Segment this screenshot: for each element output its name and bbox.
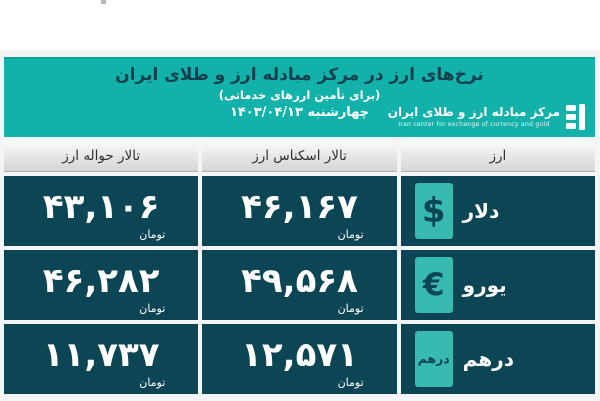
row-dollar-currency: $ دلار bbox=[400, 176, 595, 246]
icc-logo-name-en: Iran center for exchange of currency and… bbox=[398, 121, 550, 129]
currency-label: درهم bbox=[462, 347, 514, 371]
window-artifact bbox=[101, 0, 106, 4]
icc-logo-text: مرکز مبادله ارز و طلای ایران Iran center… bbox=[387, 104, 560, 129]
rate-value: ۱۱,۷۳۷ bbox=[42, 335, 160, 375]
row-dollar-banknote-rate: ۴۶,۱۶۷ تومان bbox=[202, 176, 397, 246]
unit-label: تومان bbox=[337, 376, 364, 389]
row-euro-remittance-rate: ۴۶,۲۸۲ تومان bbox=[4, 250, 199, 320]
unit-label: تومان bbox=[337, 228, 364, 241]
col-header-remittance-hall: تالار حواله ارز bbox=[4, 141, 199, 172]
rate-value: ۴۶,۱۶۷ bbox=[241, 187, 358, 227]
row-euro-banknote-rate: ۴۹,۵۶۸ تومان bbox=[202, 250, 397, 320]
unit-label: تومان bbox=[139, 228, 166, 241]
icc-logo-name-fa: مرکز مبادله ارز و طلای ایران bbox=[387, 104, 560, 119]
dirham-icon: درهم bbox=[414, 331, 453, 387]
page-subtitle: (برای تأمین ارزهای خدماتی) bbox=[218, 88, 381, 103]
exchange-rates-card: نرخ‌های ارز در مرکز مبادله ارز و طلای ای… bbox=[4, 57, 595, 394]
currency-label: دلار bbox=[462, 199, 500, 223]
unit-label: تومان bbox=[139, 376, 166, 389]
currency-label: یورو bbox=[462, 273, 507, 297]
rate-value: ۱۲,۵۷۱ bbox=[241, 335, 358, 375]
unit-label: تومان bbox=[337, 302, 364, 315]
row-dirham-banknote-rate: ۱۲,۵۷۱ تومان bbox=[202, 324, 397, 394]
dollar-icon: $ bbox=[414, 183, 453, 239]
unit-label: تومان bbox=[139, 302, 166, 315]
col-header-currency: ارز bbox=[400, 141, 595, 172]
icc-logo: مرکز مبادله ارز و طلای ایران Iran center… bbox=[388, 104, 585, 130]
row-euro-currency: € یورو bbox=[400, 250, 595, 320]
row-dollar-remittance-rate: ۴۳,۱۰۶ تومان bbox=[4, 176, 199, 246]
rate-value: ۴۶,۲۸۲ bbox=[42, 261, 160, 301]
rate-value: ۴۹,۵۶۸ bbox=[241, 261, 358, 301]
row-dirham-remittance-rate: ۱۱,۷۳۷ تومان bbox=[4, 324, 199, 394]
rate-value: ۴۳,۱۰۶ bbox=[42, 187, 160, 227]
page-title: نرخ‌های ارز در مرکز مبادله ارز و طلای ای… bbox=[115, 65, 484, 85]
col-header-banknote-hall: تالار اسکناس ارز bbox=[202, 141, 397, 172]
banner: نرخ‌های ارز در مرکز مبادله ارز و طلای ای… bbox=[4, 57, 595, 137]
euro-icon: € bbox=[414, 257, 453, 313]
row-dirham-currency: درهم درهم bbox=[400, 324, 595, 394]
date-label: چهارشنبه ۱۴۰۳/۰۴/۱۳ bbox=[229, 105, 370, 121]
rates-table: ارز تالار اسکناس ارز تالار حواله ارز $ د… bbox=[4, 141, 595, 394]
icc-logo-icon bbox=[566, 104, 585, 130]
